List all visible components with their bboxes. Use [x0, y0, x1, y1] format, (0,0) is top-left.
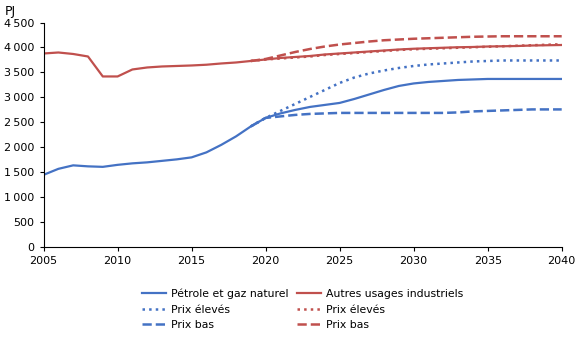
- Text: PJ: PJ: [5, 5, 16, 18]
- Legend: Pétrole et gaz naturel, Prix élevés, Prix bas, Autres usages industriels, Prix é: Pétrole et gaz naturel, Prix élevés, Pri…: [142, 288, 463, 330]
